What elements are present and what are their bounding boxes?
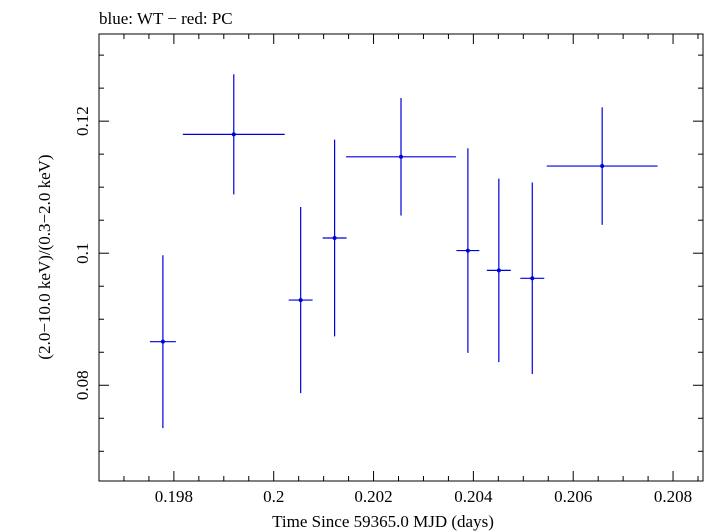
x-tick-label: 0.2 [263,487,284,506]
data-marker [496,268,501,273]
data-point [486,178,511,363]
data-point [456,148,480,353]
y-tick-label: 0.12 [73,106,92,136]
data-point [288,206,313,394]
data-point [182,74,285,195]
data-marker [231,132,236,137]
series-wt [149,74,658,429]
data-marker [465,248,470,253]
y-tick-label: 0.1 [73,243,92,264]
plot-frame [98,33,704,482]
data-marker [332,236,337,241]
x-tick-label: 0.198 [155,487,193,506]
data-series [149,74,658,429]
x-tick-label: 0.208 [654,487,692,506]
chart-title: blue: WT − red: PC [99,9,233,28]
x-axis-ticks: 0.198 0.2 0.202 0.204 0.206 0.208 [98,34,699,506]
data-marker [160,339,165,344]
data-point [520,182,545,375]
data-marker [600,164,605,169]
data-marker [298,298,303,303]
x-tick-label: 0.204 [454,487,493,506]
y-axis-label: (2.0−10.0 keV)/(0.3−2.0 keV) [35,154,54,359]
data-marker [530,276,535,281]
x-tick-label: 0.202 [354,487,392,506]
data-point [322,139,347,337]
y-axis-ticks: 0.08 0.1 0.12 [73,54,703,452]
data-point [546,107,658,225]
x-tick-label: 0.206 [554,487,592,506]
x-axis-label: Time Since 59365.0 MJD (days) [272,512,494,531]
data-point [149,255,176,429]
y-tick-label: 0.08 [73,370,92,400]
data-point [346,98,456,216]
data-marker [399,154,403,159]
